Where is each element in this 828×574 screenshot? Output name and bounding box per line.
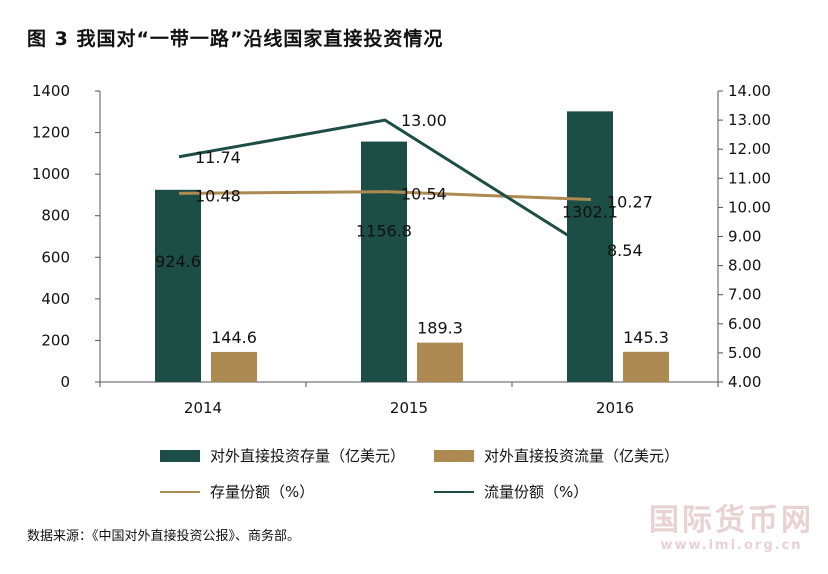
right-tick-label: 13.00 (728, 111, 771, 129)
left-tick-label: 400 (41, 290, 70, 308)
flow-share-line (178, 118, 592, 252)
right-tick-label: 5.00 (728, 344, 761, 362)
flow-bar-label: 189.3 (417, 319, 463, 338)
left-tick-label: 600 (41, 248, 70, 266)
legend-swatch-flow-bar (434, 449, 474, 462)
stock-bar (361, 141, 407, 382)
legend-flow-line: 流量份额（%） (434, 481, 588, 502)
right-tick-label: 10.00 (728, 198, 771, 216)
x-tick-label: 2016 (596, 399, 634, 417)
left-tick-label: 1200 (32, 124, 70, 142)
flow-bar (623, 351, 669, 382)
watermark-url: www.imi.org.cn (660, 538, 803, 553)
legend-label-stock-bar: 对外直接投资存量（亿美元） (210, 447, 406, 465)
stock-bar-label: 1302.1 (562, 202, 618, 221)
flow-bar-label: 144.6 (211, 328, 257, 347)
legend-swatch-stock-bar (160, 449, 200, 462)
watermark-main: 国际货币网 (649, 503, 814, 538)
left-tick-label: 1000 (32, 165, 70, 183)
legend-flow-bar: 对外直接投资流量（亿美元） (434, 445, 679, 466)
flow-share-label: 11.74 (195, 148, 241, 167)
flow-bar (417, 342, 463, 382)
legend-stock-bar: 对外直接投资存量（亿美元） (160, 445, 405, 466)
watermark: 国际货币网 www.imi.org.cn (649, 503, 814, 554)
x-tick-label: 2015 (390, 399, 428, 417)
right-tick-label: 11.00 (728, 169, 771, 187)
legend-swatch-stock-line (160, 490, 200, 493)
right-tick-label: 12.00 (728, 140, 771, 158)
left-tick-label: 1400 (32, 82, 70, 100)
stock-bar (155, 189, 201, 382)
right-tick-label: 4.00 (728, 373, 761, 391)
left-tick-label: 800 (41, 207, 70, 225)
right-tick-label: 7.00 (728, 286, 761, 304)
right-tick-label: 14.00 (728, 82, 771, 100)
stock-share-line (178, 190, 592, 202)
stock-share-label: 10.54 (401, 185, 447, 204)
left-tick-label: 0 (60, 373, 70, 391)
source-note: 数据来源：《中国对外直接投资公报》、商务部。 (27, 529, 301, 544)
stock-bar-label: 1156.8 (356, 222, 412, 241)
legend-swatch-flow-line (434, 490, 474, 493)
flow-share-label: 8.54 (607, 241, 643, 260)
x-tick-label: 2014 (184, 399, 222, 417)
stock-bar (567, 111, 613, 382)
right-tick-label: 9.00 (728, 228, 761, 246)
legend-label-stock-line: 存量份额（%） (210, 483, 315, 501)
flow-bar (211, 351, 257, 382)
flow-bar-label: 145.3 (623, 328, 669, 347)
stock-share-label: 10.27 (607, 193, 653, 212)
stock-share-label: 10.48 (195, 186, 241, 205)
legend-stock-line: 存量份额（%） (160, 481, 314, 502)
chart-title: 图 3 我国对“一带一路”沿线国家直接投资情况 (27, 28, 444, 50)
legend-label-flow-line: 流量份额（%） (484, 483, 589, 501)
flow-share-label: 13.00 (401, 111, 447, 130)
legend-label-flow-bar: 对外直接投资流量（亿美元） (484, 447, 680, 465)
stock-bar-label: 924.6 (155, 252, 201, 271)
right-tick-label: 6.00 (728, 315, 761, 333)
left-tick-label: 200 (41, 331, 70, 349)
right-tick-label: 8.00 (728, 257, 761, 275)
